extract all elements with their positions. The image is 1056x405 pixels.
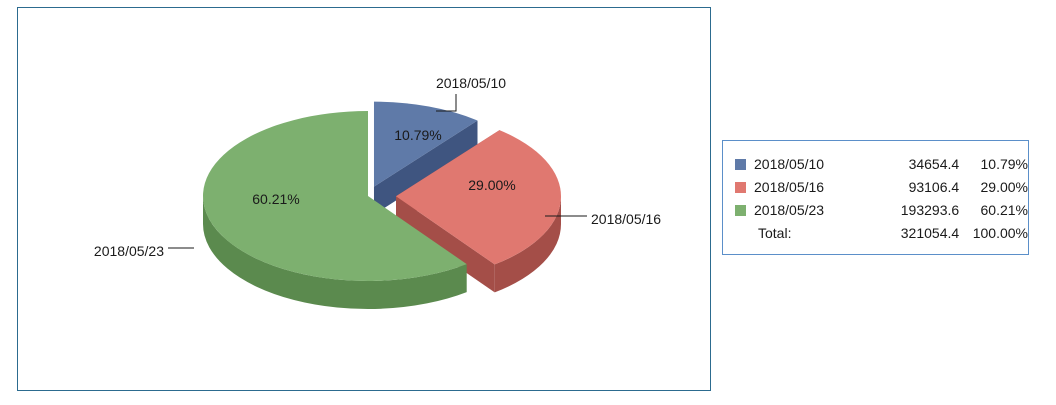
legend-swatch-0 (735, 159, 746, 170)
legend-label-2: 2018/05/23 (754, 202, 825, 218)
legend-swatch-1 (735, 182, 746, 193)
legend-percent-2: 60.21% (980, 202, 1028, 218)
slice-cut-0-1 (373, 120, 478, 215)
slice-category-label-1: 2018/05/16 (591, 211, 661, 227)
leader-line-0 (436, 94, 457, 112)
legend-total-value: 321054.4 (900, 225, 960, 241)
slice-category-label-0: 2018/05/10 (436, 75, 506, 91)
legend-value-0: 34654.4 (908, 156, 960, 172)
legend-table: 2018/05/10 34654.4 10.79% 2018/05/16 931… (735, 153, 1028, 245)
slice-cut-1-1 (395, 196, 495, 293)
slice-wall-1-0 (494, 196, 561, 293)
legend-total-percent: 100.00% (972, 225, 1028, 241)
slice-percent-label-1: 29.00% (468, 177, 515, 193)
legend-percent-1: 29.00% (980, 179, 1028, 195)
legend-row-2018-05-16: 2018/05/16 93106.4 29.00% (735, 176, 1028, 199)
chart-frame: 10.79% 29.00% 60.21% 2018/05/10 2018/05/16 20… (17, 7, 711, 391)
legend-row-2018-05-23: 2018/05/23 193293.6 60.21% (735, 199, 1028, 222)
slice-wall-2-0 (203, 196, 467, 309)
legend-value-2: 193293.6 (900, 202, 960, 218)
pie-chart: 10.79% 29.00% 60.21% 2018/05/10 2018/05/16 20… (94, 75, 661, 309)
legend-row-total: Total: 321054.4 100.00% (735, 222, 1028, 245)
slice-category-label-2: 2018/05/23 (94, 243, 164, 259)
legend-row-2018-05-10: 2018/05/10 34654.4 10.79% (735, 153, 1028, 176)
legend-value-1: 93106.4 (908, 179, 960, 195)
legend-percent-0: 10.79% (980, 156, 1028, 172)
legend-label-0: 2018/05/10 (754, 156, 825, 172)
slice-2018-05-10 (373, 101, 478, 187)
legend-total-label: Total: (758, 225, 792, 241)
slice-2018-05-16 (395, 130, 561, 265)
legend: 2018/05/10 34654.4 10.79% 2018/05/16 931… (722, 140, 1029, 255)
slice-percent-label-2: 60.21% (252, 191, 299, 207)
legend-swatch-2 (735, 205, 746, 216)
slice-percent-label-0: 10.79% (394, 127, 441, 143)
legend-label-1: 2018/05/16 (754, 179, 825, 195)
slice-2018-05-23 (202, 111, 467, 281)
